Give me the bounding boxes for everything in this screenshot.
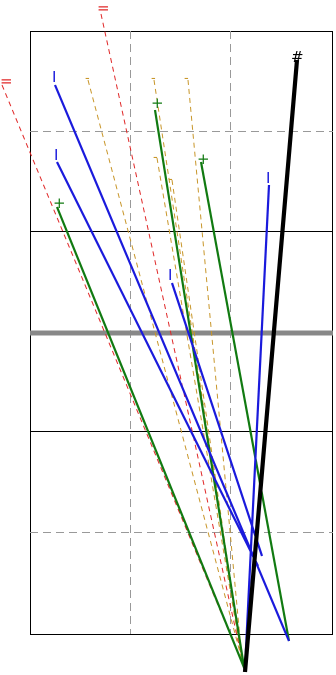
dash-mark-4: -: [153, 150, 158, 165]
bar-mark-3: I: [168, 266, 172, 284]
green-ray-mid: [153, 109, 246, 668]
green-ray-left: [55, 206, 247, 671]
red-ray-top: [100, 13, 245, 669]
orange-ray-1: [87, 79, 243, 661]
green-ray-right: [199, 161, 291, 642]
bar-mark-2: I: [54, 146, 58, 164]
hash-mark: #: [291, 48, 304, 66]
double-bar-mark-left: =: [0, 72, 13, 90]
dash-mark-3: -: [184, 71, 189, 86]
blue-ray-2: [56, 161, 259, 567]
plus-mark-left: +: [53, 194, 66, 212]
orange-ray-3: [187, 79, 243, 661]
dash-mark-1: -: [85, 71, 90, 86]
dash-mark-5: -: [168, 172, 173, 187]
blue-ray-4: [243, 184, 271, 669]
plus-mark-mid: +: [151, 94, 164, 112]
black-ray: [242, 59, 300, 673]
blue-ray-3: [170, 282, 264, 557]
dash-mark-2: -: [151, 71, 156, 86]
bar-mark-4: I: [266, 169, 270, 187]
bar-mark-1: I: [52, 68, 56, 86]
double-bar-mark-top: =: [97, 0, 110, 17]
orange-ray-4: [156, 157, 243, 661]
plus-mark-right: +: [197, 150, 210, 168]
